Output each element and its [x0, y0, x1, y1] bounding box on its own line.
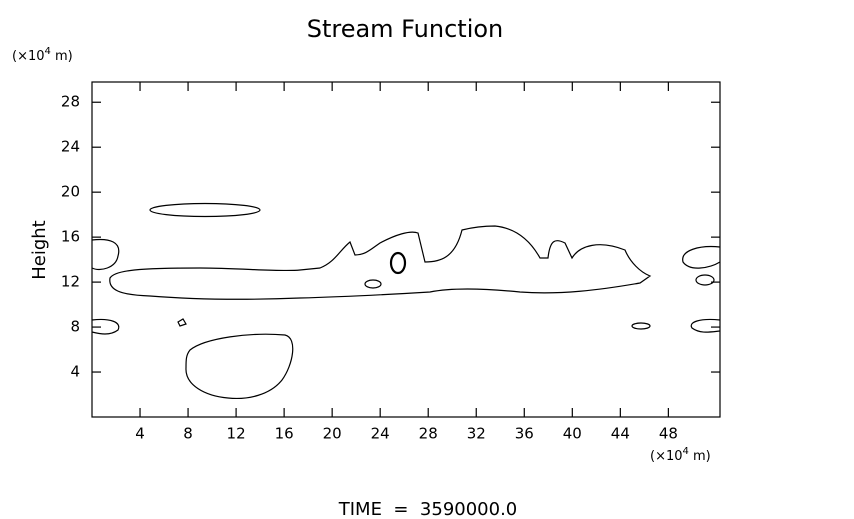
contour-line	[690, 318, 721, 333]
contour-line	[364, 279, 382, 289]
contour-line	[185, 333, 294, 400]
contour-line	[91, 318, 120, 335]
contours	[91, 202, 721, 400]
x-tick-label: 12	[227, 425, 246, 443]
y-tick-label: 8	[70, 318, 80, 336]
contour-line	[389, 251, 407, 275]
y-tick-label: 4	[70, 363, 80, 381]
x-tick-label: 20	[323, 425, 342, 443]
footer: TIME = 3590000.0	[338, 499, 518, 519]
y-tick-label: 20	[61, 183, 80, 201]
contour-line	[149, 202, 261, 218]
x-unit: (×104 m)	[650, 446, 711, 464]
contour-line	[695, 274, 715, 286]
unit-prefix: (×10	[12, 49, 45, 64]
unit-suffix: m)	[689, 449, 711, 464]
y-axis-label: Height	[29, 220, 50, 280]
x-tick-label: 28	[419, 425, 438, 443]
y-tick-label: 28	[61, 93, 80, 111]
chart-title: Stream Function	[307, 15, 504, 43]
y-tick-label: 24	[61, 138, 80, 156]
unit-suffix: m)	[51, 49, 73, 64]
unit-exponent: 4	[683, 446, 689, 457]
x-tick-label: 36	[515, 425, 534, 443]
contour-line	[177, 318, 187, 327]
x-tick-label: 8	[183, 425, 193, 443]
x-tick-label: 44	[611, 425, 630, 443]
x-tick-label: 4	[135, 425, 145, 443]
plot-frame	[91, 81, 721, 418]
contour-line	[631, 322, 651, 330]
contour-line	[682, 245, 721, 269]
x-tick-label: 40	[563, 425, 582, 443]
contour-line	[91, 238, 120, 271]
x-tick-label: 16	[275, 425, 294, 443]
contour-line	[109, 225, 652, 300]
y-tick-label: 16	[61, 228, 80, 246]
x-tick-label: 48	[659, 425, 678, 443]
x-tick-label: 24	[371, 425, 390, 443]
x-tick-label: 32	[467, 425, 486, 443]
y-tick-label: 12	[61, 273, 80, 291]
unit-prefix: (×10	[650, 449, 683, 464]
y-unit: (×104 m)	[12, 46, 73, 64]
unit-exponent: 4	[45, 46, 51, 57]
